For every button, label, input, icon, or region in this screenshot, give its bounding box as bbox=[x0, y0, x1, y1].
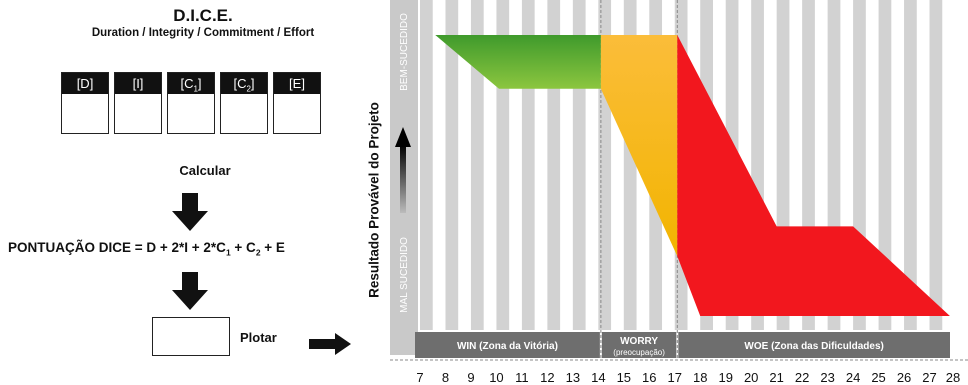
x-tick-label: 9 bbox=[467, 370, 474, 385]
x-tick-label: 21 bbox=[769, 370, 783, 385]
variable-box-i[interactable]: [I] bbox=[114, 72, 162, 134]
up-arrow-icon bbox=[395, 127, 411, 213]
y-axis-title: Resultado Provável do Projeto bbox=[366, 102, 382, 298]
zone-label: WORRY bbox=[620, 336, 658, 347]
grid-stripe bbox=[904, 0, 917, 330]
x-tick-label: 11 bbox=[515, 370, 529, 385]
grid-stripe bbox=[470, 0, 484, 330]
x-tick-label: 17 bbox=[668, 370, 682, 385]
x-tick-label: 8 bbox=[442, 370, 449, 385]
variable-box-d[interactable]: [D] bbox=[61, 72, 109, 134]
zone-band bbox=[678, 332, 950, 358]
x-tick-label: 12 bbox=[540, 370, 554, 385]
grid-stripe bbox=[878, 0, 892, 330]
x-tick-label: 20 bbox=[744, 370, 758, 385]
zone-area-red bbox=[677, 35, 950, 316]
arrow-right-icon bbox=[309, 333, 351, 355]
score-result-box[interactable] bbox=[152, 317, 230, 356]
grid-stripe bbox=[445, 0, 459, 330]
variable-label-c1: [C1] bbox=[168, 73, 214, 94]
x-tick-label: 28 bbox=[946, 370, 960, 385]
x-tick-label: 23 bbox=[820, 370, 834, 385]
variable-box-c1[interactable]: [C1] bbox=[167, 72, 215, 134]
dice-formula: PONTUAÇÃO DICE = D + 2*I + 2*C1 + C2 + E bbox=[8, 240, 285, 258]
calculate-label: Calcular bbox=[179, 163, 231, 178]
plot-label: Plotar bbox=[240, 330, 277, 345]
dice-title: D.I.C.E. bbox=[173, 6, 233, 25]
x-tick-label: 7 bbox=[416, 370, 423, 385]
variable-label-i: [I] bbox=[115, 73, 161, 94]
x-tick-label: 14 bbox=[591, 370, 605, 385]
grid-stripe bbox=[420, 0, 433, 330]
x-tick-label: 19 bbox=[718, 370, 732, 385]
x-tick-label: 25 bbox=[871, 370, 885, 385]
zone-label: WIN (Zona da Vitória) bbox=[457, 341, 558, 352]
arrow-down-icon bbox=[172, 272, 208, 310]
zone-sublabel: (preocupação) bbox=[613, 348, 665, 357]
variable-box-c2[interactable]: [C2] bbox=[220, 72, 268, 134]
variable-label-c2: [C2] bbox=[221, 73, 267, 94]
variable-label-d: [D] bbox=[62, 73, 108, 94]
x-tick-label: 13 bbox=[566, 370, 580, 385]
zone-band bbox=[601, 332, 677, 358]
variable-label-e: [E] bbox=[274, 73, 320, 94]
grid-stripe bbox=[929, 0, 943, 330]
x-tick-label: 10 bbox=[489, 370, 503, 385]
x-tick-label: 26 bbox=[897, 370, 911, 385]
x-tick-label: 27 bbox=[922, 370, 936, 385]
x-tick-label: 24 bbox=[846, 370, 860, 385]
y-bottom-label: MAL SUCEDIDO bbox=[399, 237, 410, 313]
arrow-down-icon bbox=[172, 193, 208, 231]
zone-area-green bbox=[435, 35, 601, 89]
x-tick-label: 15 bbox=[617, 370, 631, 385]
x-tick-label: 22 bbox=[795, 370, 809, 385]
dice-chart: BEM-SUCEDIDO MAL SUCEDIDO WIN (Zona da V… bbox=[390, 0, 968, 385]
x-tick-label: 16 bbox=[642, 370, 656, 385]
variable-box-e[interactable]: [E] bbox=[273, 72, 321, 134]
zone-label: WOE (Zona das Dificuldades) bbox=[744, 341, 883, 352]
y-top-label: BEM-SUCEDIDO bbox=[399, 13, 410, 91]
dice-subtitle: Duration / Integrity / Commitment / Effo… bbox=[91, 27, 315, 39]
zone-area-yellow bbox=[600, 35, 678, 257]
x-tick-label: 18 bbox=[693, 370, 707, 385]
zone-band bbox=[415, 332, 600, 358]
